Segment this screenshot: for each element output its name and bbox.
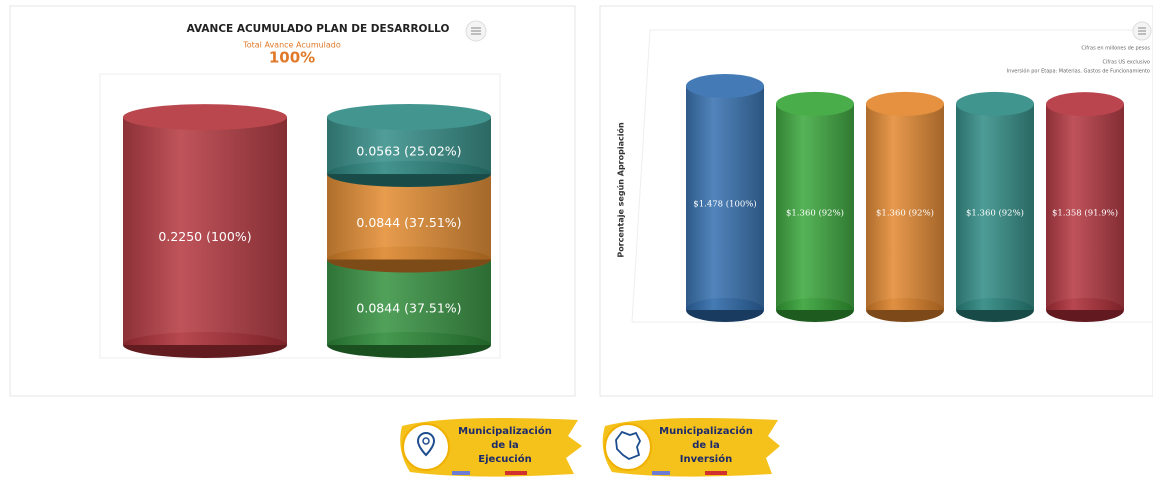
plot-area-right bbox=[631, 29, 1153, 323]
cylinder bbox=[956, 103, 1034, 310]
cylinder-top bbox=[866, 91, 944, 116]
button-label: Municipalización bbox=[659, 425, 753, 437]
cylinder-top bbox=[1046, 92, 1124, 117]
cylinder bbox=[776, 103, 854, 310]
cylinder bbox=[686, 86, 764, 310]
cylinder-top bbox=[327, 104, 491, 130]
y-axis-label: Porcentaje según Apropiación bbox=[616, 122, 626, 258]
data-label: 0.0844 (37.51%) bbox=[356, 300, 461, 315]
data-label: $1.478 (100%) bbox=[693, 199, 756, 210]
headline: 100% bbox=[269, 49, 315, 67]
button-inversion[interactable]: Municipalización de la Inversión bbox=[602, 418, 780, 477]
button-label: Municipalización bbox=[458, 425, 552, 437]
cylinder-top bbox=[123, 104, 287, 131]
cylinder bbox=[327, 174, 491, 260]
data-label: $1.358 (91.9%) bbox=[1052, 208, 1118, 219]
button-ejecucion[interactable]: Municipalización de la Ejecución bbox=[400, 418, 582, 477]
cylinder-top bbox=[956, 91, 1034, 116]
note: Inversión por Etapa: Materias, Gastos de… bbox=[1007, 68, 1150, 75]
plot-area-left bbox=[99, 73, 501, 359]
data-label: $1.360 (92%) bbox=[966, 207, 1024, 218]
cylinder-top bbox=[776, 91, 854, 116]
cylinder bbox=[123, 117, 287, 345]
button-label: de la bbox=[692, 440, 720, 451]
data-label: 0.0844 (37.51%) bbox=[356, 215, 461, 230]
data-label: $1.360 (92%) bbox=[876, 207, 934, 218]
chart-title: AVANCE ACUMULADO PLAN DE DESARROLLO bbox=[187, 23, 450, 35]
button-label: Inversión bbox=[680, 453, 732, 465]
chart-subtitle: Total Avance Acumulado bbox=[242, 41, 341, 50]
data-label: 0.2250 (100%) bbox=[158, 229, 251, 244]
cylinder bbox=[866, 103, 944, 310]
menu-button[interactable] bbox=[1132, 21, 1152, 41]
menu-button[interactable] bbox=[465, 20, 487, 42]
data-label: 0.0563 (25.02%) bbox=[356, 144, 461, 159]
note: Cifras US exclusivo bbox=[1102, 60, 1150, 66]
button-label: de la bbox=[491, 440, 519, 451]
data-label: $1.360 (92%) bbox=[786, 207, 844, 218]
note: Cifras en millones de pesos bbox=[1081, 46, 1150, 52]
cylinder bbox=[1046, 104, 1124, 310]
cylinder bbox=[327, 259, 491, 345]
button-label: Ejecución bbox=[478, 453, 531, 465]
cylinder-top bbox=[686, 74, 764, 98]
